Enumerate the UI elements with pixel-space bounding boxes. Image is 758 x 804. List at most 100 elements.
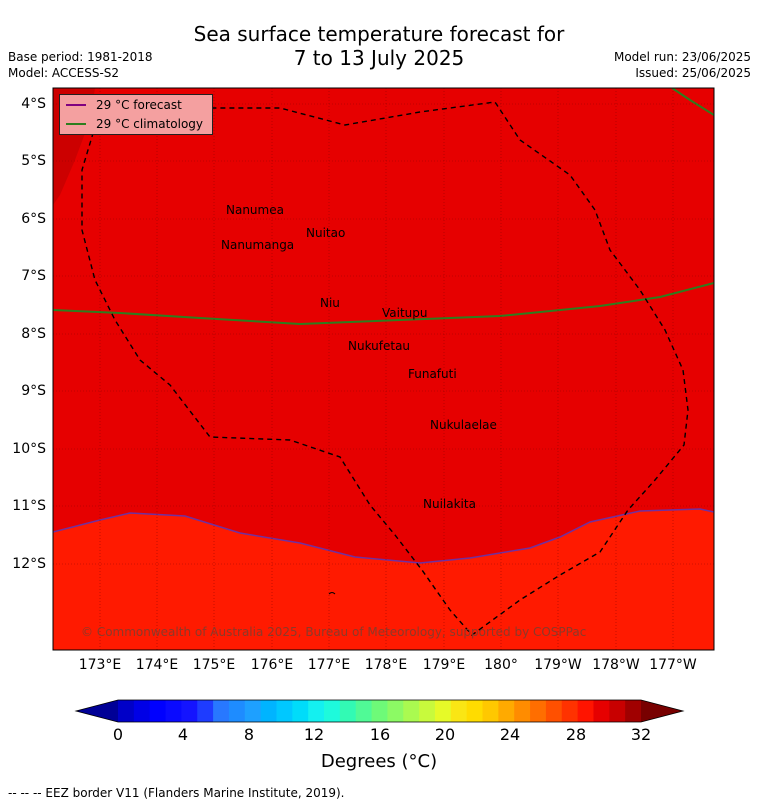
colorbar-swatch (324, 700, 341, 722)
colorbar-swatch (514, 700, 531, 722)
place-label: Funafuti (408, 367, 457, 381)
colorbar-tick: 16 (369, 725, 391, 744)
climatology-line-swatch (66, 123, 86, 125)
map-legend: 29 °C forecast 29 °C climatology (59, 94, 213, 135)
lat-label: 12°S (12, 556, 46, 572)
lon-label: 177°E (307, 657, 351, 673)
lon-label: 178°E (364, 657, 408, 673)
grid (53, 88, 714, 650)
place-label: Niu (320, 296, 340, 310)
colorbar-swatch (450, 700, 468, 722)
lon-label: 177°W (649, 657, 697, 673)
colorbar-swatch (308, 700, 325, 722)
lon-label: 178°W (592, 657, 640, 673)
colorbar-swatch (244, 700, 262, 722)
forecast-29c-line (53, 508, 714, 564)
colorbar-swatch (133, 700, 151, 722)
map-title: Sea surface temperature forecast for 7 t… (0, 22, 758, 70)
meta-right: Model run: 23/06/2025 Issued: 25/06/2025 (614, 49, 751, 81)
colorbar-swatch (213, 700, 230, 722)
legend-forecast-label: 29 °C forecast (96, 98, 182, 112)
lon-label: 179°E (422, 657, 466, 673)
climatology-29c-line-2 (671, 88, 714, 116)
colorbar-swatch (387, 700, 404, 722)
title-line-2: 7 to 13 July 2025 (293, 46, 465, 70)
lat-label: 7°S (21, 268, 46, 284)
colorbar-tick: 4 (177, 725, 189, 744)
colorbar-swatch (498, 700, 515, 722)
colorbar-swatch (577, 700, 594, 722)
legend-climatology: 29 °C climatology (66, 117, 203, 131)
place-label: Vaitupu (382, 306, 428, 320)
colorbar-outline (74, 699, 685, 723)
lat-label: 5°S (21, 153, 46, 169)
colorbar-tick: 8 (243, 725, 255, 744)
colorbar-swatch (530, 700, 547, 722)
colorbar-extend-max (641, 700, 683, 722)
colorbar-swatch (181, 700, 198, 722)
colorbar-swatch (545, 700, 563, 722)
legend-forecast: 29 °C forecast (66, 98, 182, 112)
forecast-line-swatch (66, 104, 86, 106)
lat-label: 10°S (12, 441, 46, 457)
place-label: Nanumanga (221, 238, 295, 252)
place-label: Nuilakita (423, 497, 476, 511)
colorbar-swatch (419, 700, 436, 722)
colorbar-swatch (371, 700, 388, 722)
colorbar-extend-min (76, 700, 118, 722)
colorbar-swatch (118, 700, 135, 722)
place-label: Nukulaelae (430, 418, 497, 432)
cool-region (53, 509, 714, 650)
colorbar-tick: 24 (499, 725, 521, 744)
lat-label: 8°S (21, 326, 46, 342)
base-period: Base period: 1981-2018 (8, 50, 153, 64)
colorbar-swatch (149, 700, 167, 722)
colorbar-swatch (403, 700, 420, 722)
colorbar-swatch (339, 700, 357, 722)
colorbar-tick: 12 (303, 725, 325, 744)
colorbar-swatch (482, 700, 499, 722)
lon-label: 180° (484, 657, 518, 673)
colorbar-swatch (276, 700, 293, 722)
colorbar-swatch (625, 700, 642, 722)
place-label: Nanumea (226, 203, 284, 217)
colorbar-swatch (260, 700, 277, 722)
colorbar-swatch (434, 700, 452, 722)
colorbar-tick: 28 (565, 725, 587, 744)
title-line-1: Sea surface temperature forecast for (193, 22, 565, 46)
colorbar-swatch (165, 700, 182, 722)
lon-label: 176°E (250, 657, 294, 673)
lon-label: 174°E (135, 657, 179, 673)
colorbar-swatch (466, 700, 484, 722)
model-run: Model run: 23/06/2025 (613, 50, 751, 64)
lon-label: 179°W (534, 657, 582, 673)
model-name: Model: ACCESS-S2 (8, 66, 120, 80)
colorbar-tick: 20 (434, 725, 456, 744)
colorbar-swatch (593, 700, 610, 722)
lat-label: 11°S (12, 498, 46, 514)
place-label: Nukufetau (348, 339, 411, 353)
colorbar-tick: 32 (630, 725, 652, 744)
lat-label: 4°S (21, 96, 46, 112)
colorbar-swatch (609, 700, 626, 722)
colorbar-swatch (197, 700, 214, 722)
place-label: Nuitao (306, 226, 346, 240)
meta-left: Base period: 1981-2018 Model: ACCESS-S2 (8, 49, 153, 81)
lat-label: 6°S (21, 211, 46, 227)
climatology-29c-line (53, 282, 714, 326)
lon-label: 173°E (78, 657, 122, 673)
lon-label: 175°E (192, 657, 236, 673)
colorbar-swatch (561, 700, 579, 722)
colorbar-swatch (292, 700, 309, 722)
eez-border (81, 101, 689, 636)
colorbar-label: Degrees (°C) (320, 751, 438, 772)
colorbar-tick: 0 (112, 725, 124, 744)
island-glyph (328, 592, 336, 595)
legend-climatology-label: 29 °C climatology (96, 117, 204, 131)
colorbar-swatch (355, 700, 373, 722)
lat-label: 9°S (21, 383, 46, 399)
colorbar-swatch (228, 700, 246, 722)
eez-footnote: -- -- -- EEZ border V11 (Flanders Marine… (8, 786, 345, 800)
